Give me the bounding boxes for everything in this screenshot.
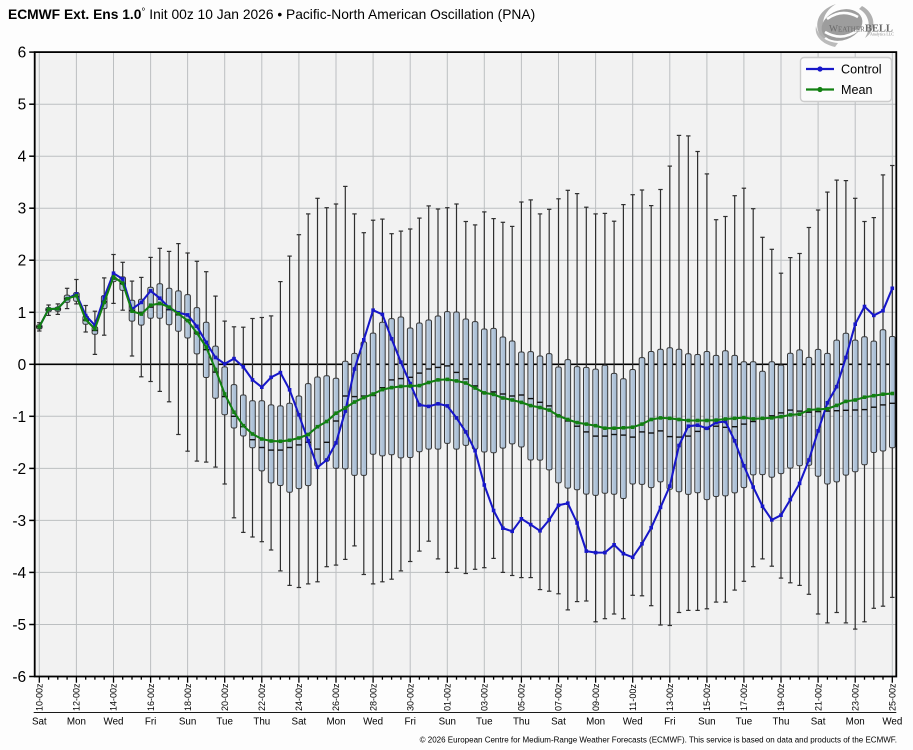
svg-text:Fri: Fri bbox=[404, 717, 415, 728]
svg-text:© 2026 European Centre for Med: © 2026 European Centre for Medium-Range … bbox=[420, 736, 897, 745]
svg-text:4: 4 bbox=[18, 149, 27, 166]
svg-text:05-00z: 05-00z bbox=[517, 683, 527, 711]
svg-text:Sun: Sun bbox=[439, 717, 456, 728]
svg-text:25-00z: 25-00z bbox=[888, 683, 898, 711]
svg-text:18-00z: 18-00z bbox=[183, 683, 193, 711]
svg-text:-1: -1 bbox=[12, 409, 26, 426]
svg-text:6: 6 bbox=[18, 45, 27, 62]
svg-text:WEATHERBELL: WEATHERBELL bbox=[829, 24, 893, 35]
svg-text:Control: Control bbox=[841, 63, 882, 77]
svg-text:Wed: Wed bbox=[104, 717, 124, 728]
svg-text:Tue: Tue bbox=[476, 717, 493, 728]
svg-text:Wed: Wed bbox=[623, 717, 643, 728]
svg-text:Sun: Sun bbox=[698, 717, 715, 728]
svg-text:11-00z: 11-00z bbox=[628, 684, 638, 711]
svg-text:10-00z: 10-00z bbox=[35, 683, 45, 711]
svg-text:24-00z: 24-00z bbox=[294, 683, 304, 711]
svg-text:Wed: Wed bbox=[882, 717, 902, 728]
svg-text:3: 3 bbox=[18, 201, 27, 218]
svg-text:12-00z: 12-00z bbox=[72, 683, 82, 711]
svg-text:Sat: Sat bbox=[292, 717, 307, 728]
svg-text:21-00z: 21-00z bbox=[813, 683, 823, 711]
svg-text:Thu: Thu bbox=[773, 717, 790, 728]
svg-text:Sat: Sat bbox=[811, 717, 826, 728]
svg-text:Analytics LLC: Analytics LLC bbox=[870, 32, 894, 37]
svg-text:5: 5 bbox=[18, 97, 27, 114]
svg-text:Tue: Tue bbox=[216, 717, 233, 728]
svg-text:09-00z: 09-00z bbox=[591, 683, 601, 711]
svg-text:-3: -3 bbox=[12, 513, 26, 530]
svg-text:17-00z: 17-00z bbox=[739, 683, 749, 711]
svg-text:Mon: Mon bbox=[67, 717, 86, 728]
svg-text:1: 1 bbox=[18, 305, 27, 322]
svg-text:Sat: Sat bbox=[32, 717, 47, 728]
svg-text:19-00z: 19-00z bbox=[776, 683, 786, 711]
svg-text:Mon: Mon bbox=[326, 717, 345, 728]
svg-text:15-00z: 15-00z bbox=[702, 683, 712, 711]
svg-text:-6: -6 bbox=[12, 669, 26, 686]
svg-text:23-00z: 23-00z bbox=[850, 683, 860, 711]
svg-text:Thu: Thu bbox=[513, 717, 530, 728]
svg-text:Mon: Mon bbox=[846, 717, 865, 728]
svg-text:Fri: Fri bbox=[145, 717, 156, 728]
svg-text:Sat: Sat bbox=[551, 717, 566, 728]
svg-text:Fri: Fri bbox=[664, 717, 675, 728]
svg-text:30-00z: 30-00z bbox=[405, 683, 415, 711]
svg-text:13-00z: 13-00z bbox=[665, 683, 675, 711]
svg-text:16-00z: 16-00z bbox=[146, 683, 156, 711]
svg-text:03-00z: 03-00z bbox=[480, 683, 490, 711]
svg-text:14-00z: 14-00z bbox=[109, 683, 119, 711]
svg-text:Tue: Tue bbox=[736, 717, 753, 728]
svg-text:20-00z: 20-00z bbox=[220, 683, 230, 711]
svg-text:Sun: Sun bbox=[179, 717, 196, 728]
svg-text:0: 0 bbox=[18, 357, 27, 374]
svg-text:Wed: Wed bbox=[363, 717, 383, 728]
svg-text:22-00z: 22-00z bbox=[257, 683, 267, 711]
svg-text:07-00z: 07-00z bbox=[554, 683, 564, 711]
svg-text:-5: -5 bbox=[12, 617, 26, 634]
svg-text:-4: -4 bbox=[12, 565, 26, 582]
svg-text:2: 2 bbox=[18, 253, 27, 270]
svg-text:Thu: Thu bbox=[253, 717, 270, 728]
svg-text:28-00z: 28-00z bbox=[368, 683, 378, 711]
svg-text:01-00z: 01-00z bbox=[443, 683, 453, 711]
svg-text:-2: -2 bbox=[12, 461, 26, 478]
svg-text:ECMWF Ext. Ens 1.0° Init 00z: ECMWF Ext. Ens 1.0° Init 00z 10 Jan 2026… bbox=[8, 7, 535, 22]
svg-text:26-00z: 26-00z bbox=[331, 683, 341, 711]
svg-text:Mean: Mean bbox=[841, 83, 873, 97]
svg-text:Mon: Mon bbox=[586, 717, 605, 728]
